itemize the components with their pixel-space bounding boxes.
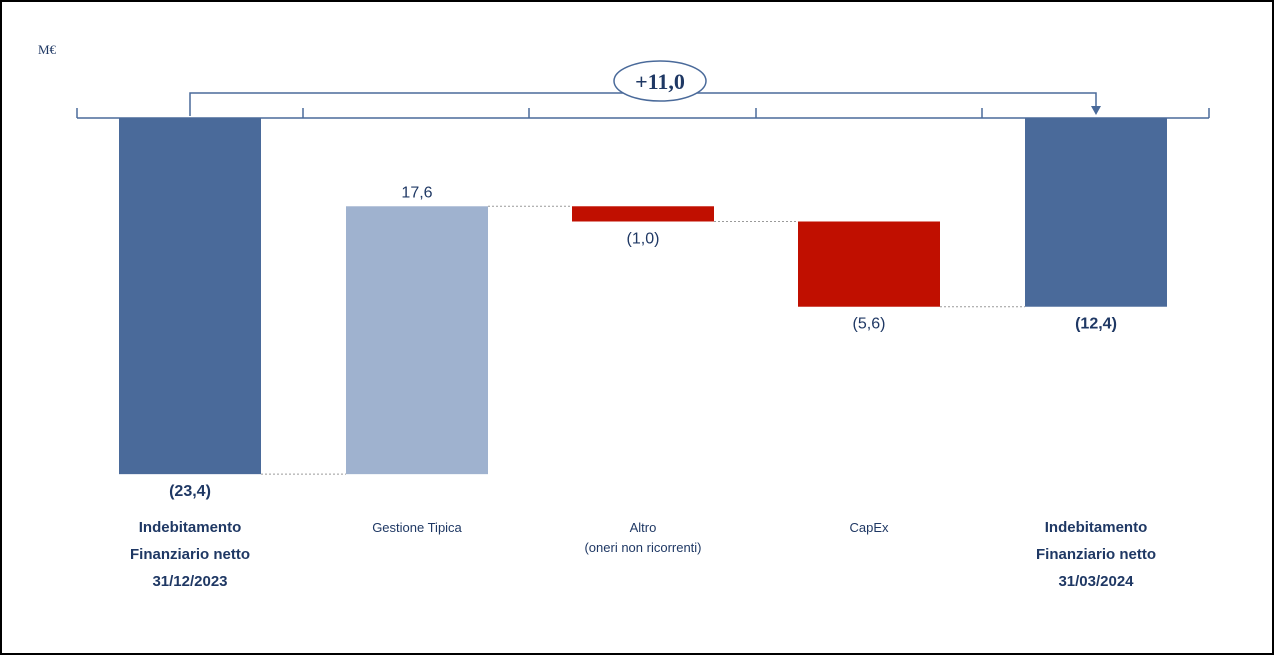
bar-3 bbox=[798, 221, 940, 307]
bar-2 bbox=[572, 206, 714, 222]
bar-1 bbox=[346, 206, 488, 475]
value-label-2: (1,0) bbox=[627, 230, 660, 247]
bridge-value-label: +11,0 bbox=[635, 69, 685, 94]
category-label-4-line-2: 31/03/2024 bbox=[1058, 573, 1134, 590]
category-label-2-line-1: (oneri non ricorrenti) bbox=[584, 540, 701, 555]
category-label-0-line-1: Finanziario netto bbox=[130, 546, 250, 563]
bar-0 bbox=[119, 118, 261, 475]
value-label-4: (12,4) bbox=[1075, 316, 1117, 333]
category-label-3-line-0: CapEx bbox=[849, 520, 889, 535]
bridge-badge bbox=[613, 60, 707, 102]
value-label-1: 17,6 bbox=[401, 184, 432, 201]
category-label-2-line-0: Altro bbox=[630, 520, 657, 535]
value-label-3: (5,6) bbox=[853, 316, 886, 333]
bridge-arrowhead bbox=[1091, 106, 1101, 115]
category-label-0-line-0: Indebitamento bbox=[139, 519, 242, 536]
value-label-0: (23,4) bbox=[169, 483, 211, 500]
category-label-0-line-2: 31/12/2023 bbox=[152, 573, 227, 590]
category-label-4-line-1: Finanziario netto bbox=[1036, 546, 1156, 563]
bar-4 bbox=[1025, 118, 1167, 307]
category-label-1-line-0: Gestione Tipica bbox=[372, 520, 462, 535]
unit-label: M€ bbox=[38, 42, 57, 57]
category-label-4-line-0: Indebitamento bbox=[1045, 519, 1148, 536]
